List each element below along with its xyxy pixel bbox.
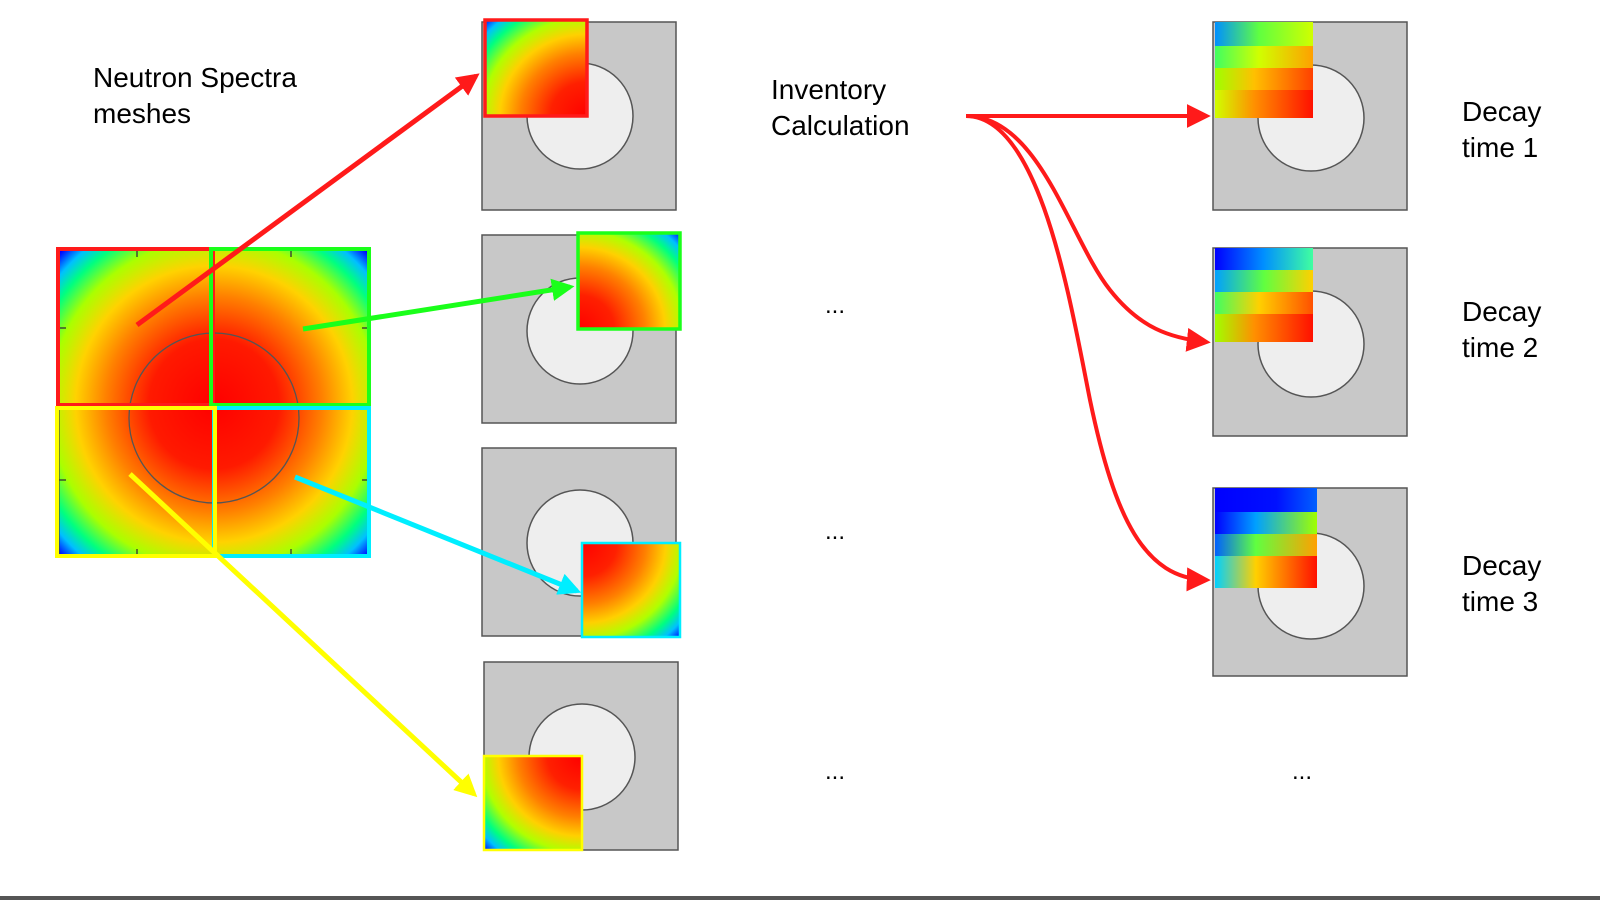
arrow-red <box>135 73 480 328</box>
quadrant-outline-yellow <box>55 406 217 558</box>
ellipsis-row-4: ... <box>825 758 846 785</box>
geometry-panel-1 <box>481 18 677 211</box>
bottom-divider <box>0 896 1600 900</box>
decay-time-2-label: Decay time 2 <box>1462 296 1542 363</box>
arrow-green <box>302 278 575 332</box>
decay-mesh-2 <box>1215 248 1313 342</box>
mesh-tile-cyan <box>580 541 682 639</box>
ellipsis-decay: ... <box>1292 758 1313 785</box>
geometry-panel-2 <box>481 231 682 424</box>
arrow-yellow <box>128 472 478 798</box>
geometry-panel-4 <box>482 661 679 852</box>
neutron-spectra-mesh <box>55 247 371 558</box>
decay-panel-1 <box>1212 21 1408 211</box>
ellipsis-row-3: ... <box>825 518 846 545</box>
decay-panel-3 <box>1212 487 1408 677</box>
mesh-tile-red <box>483 18 589 118</box>
decay-mesh-1 <box>1215 22 1313 118</box>
inventory-calculation-label: Inventory Calculation <box>771 74 910 141</box>
decay-mesh-3 <box>1215 488 1317 588</box>
mesh-tile-green <box>576 231 682 331</box>
decay-time-3-label: Decay time 3 <box>1462 550 1542 617</box>
geometry-panel-3 <box>481 447 682 639</box>
decay-arrow-2 <box>965 114 1211 352</box>
decay-panel-2 <box>1212 247 1408 437</box>
mesh-tile-yellow <box>482 754 584 852</box>
neutron-spectra-label: Neutron Spectra meshes <box>93 62 297 129</box>
quadrant-outline-green <box>209 247 371 407</box>
decay-arrow-3 <box>965 114 1211 592</box>
decay-time-1-label: Decay time 1 <box>1462 96 1542 163</box>
ellipsis-row-2: ... <box>825 292 846 319</box>
arrow-cyan <box>294 474 582 595</box>
